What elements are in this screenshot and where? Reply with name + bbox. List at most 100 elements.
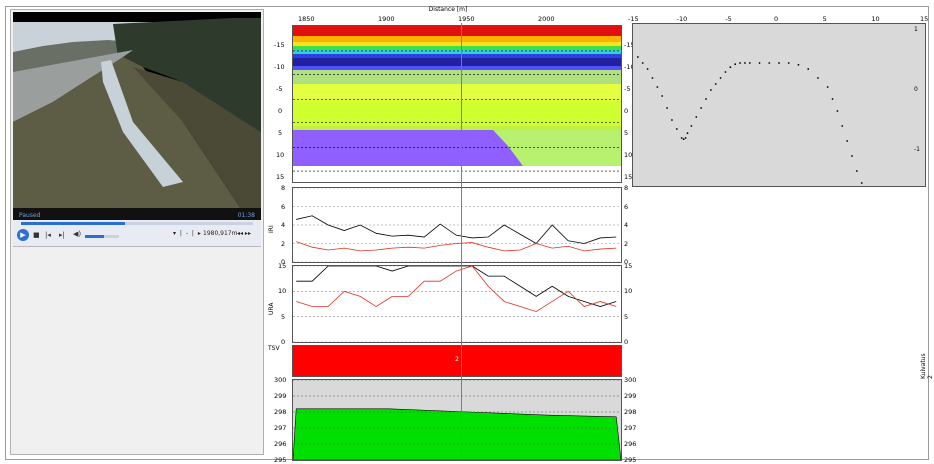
profile-point [729,66,732,69]
rut-band [293,66,621,70]
rut-y-tick: -15 [274,41,285,49]
rut-color-map [292,25,622,183]
profile-point [690,125,693,127]
y-tick-label-right: 15 [624,262,633,270]
profile-point [684,137,687,139]
profile-point [768,62,771,64]
distance-tick-label: 2000 [538,15,555,23]
y-tick-label-right: 6 [624,202,629,211]
y-tick-label-right: 4 [624,221,629,229]
play-icon[interactable]: ▶ [17,229,29,241]
y-tick-label-right: 8 [624,184,629,192]
volume-level [85,235,104,238]
profile-point [831,98,834,100]
volume-slider[interactable] [85,235,119,238]
ura-chart [292,265,622,343]
profile-point [646,68,649,70]
playback-time: 01:38 [237,212,255,219]
rut-band [293,58,621,66]
series-line [296,241,617,252]
profile-point [807,68,810,70]
rut-y-tick: 15 [276,173,285,181]
cross-profile-chart [632,23,926,187]
profile-x-tick: -10 [676,15,688,23]
rut-band [293,84,621,101]
profile-x-tick: 15 [920,15,929,23]
profile-point [817,77,819,79]
ura-label: URA [268,302,275,315]
rut-band [293,126,621,130]
seek-progress [21,222,126,225]
profile-plot [636,56,863,184]
rut-band [293,101,621,126]
rut-y-tick-right: 10 [624,151,633,159]
series-line [296,266,617,307]
profile-point [636,56,639,58]
iri-plot [293,188,621,262]
rut-y-tick: -5 [276,85,283,93]
video-controls: ▶ ■ |◂ ▸| ◀) ▾ | - | ▸ 1980,917m ◂◂ ▸▸ [13,220,261,247]
y-tick-label: 5 [281,312,286,321]
height-y-tick-right: 299 [624,392,637,400]
rut-band [293,36,621,42]
y-tick-label: 10 [278,287,287,296]
distance-cursor[interactable] [461,23,462,459]
iri-label: IRI [268,225,275,233]
profile-x-tick: 0 [774,15,779,23]
height-y-tick: 296 [274,440,287,448]
rut-band [293,54,621,58]
profile-point [695,116,698,118]
profile-point [778,62,780,64]
video-player[interactable]: Paused 01:38 [13,12,261,220]
height-y-tick-right: 296 [624,440,637,448]
y-tick-label: 15 [278,262,287,270]
rut-y-tick-right: -15 [624,41,635,49]
profile-point [744,62,746,64]
height-plot [293,380,621,460]
rut-patch-edge [493,130,523,166]
profile-point [724,71,727,73]
y-tick-label: 2 [281,239,286,248]
y-tick-label: 4 [281,221,286,229]
rut-y-tick: 5 [278,129,283,137]
volume-icon[interactable]: ◀) [73,230,82,238]
y-tick-label-right: 5 [624,312,629,321]
rut-band [293,50,621,54]
height-y-tick-right: 300 [624,376,637,384]
stop-icon[interactable]: ■ [33,231,40,239]
height-y-tick-right: 295 [624,456,637,464]
y-tick-label: 0 [281,338,286,346]
y-tick-label: 6 [281,202,286,211]
profile-y-tick: 0 [914,86,918,93]
profile-y-tick: -1 [914,146,920,153]
profile-point [841,125,844,127]
y-tick-label-right: 2 [624,239,629,248]
distance-tick-label: 1900 [378,15,395,23]
step-buttons[interactable]: ▾ | - | ▸ [173,230,202,237]
profile-point [680,137,683,139]
profile-point [797,63,800,66]
rut-band [293,70,621,84]
rut-band [293,26,621,36]
distance-tick-label: 1950 [458,15,475,23]
series-line [296,266,617,313]
seek-bar[interactable] [21,222,253,225]
rut-band [293,46,621,50]
height-y-tick: 295 [274,456,287,464]
profile-point [700,107,703,109]
rut-y-tick: 0 [278,107,283,115]
nav-buttons[interactable]: ◂◂ ▸▸ [237,230,251,237]
road-video-frame [13,12,261,220]
tsv-label: TSV [268,345,280,352]
profile-point [709,89,712,91]
previous-icon[interactable]: |◂ [45,231,51,239]
profile-point [734,63,737,66]
rut-y-tick-right: 15 [624,173,633,181]
profile-point [787,62,790,64]
height-y-tick: 297 [274,424,287,432]
rut-y-tick-right: -5 [624,85,631,93]
profile-point [656,86,659,88]
profile-x-tick: -5 [725,15,732,23]
rut-band [293,166,621,182]
next-icon[interactable]: ▸| [59,231,65,239]
